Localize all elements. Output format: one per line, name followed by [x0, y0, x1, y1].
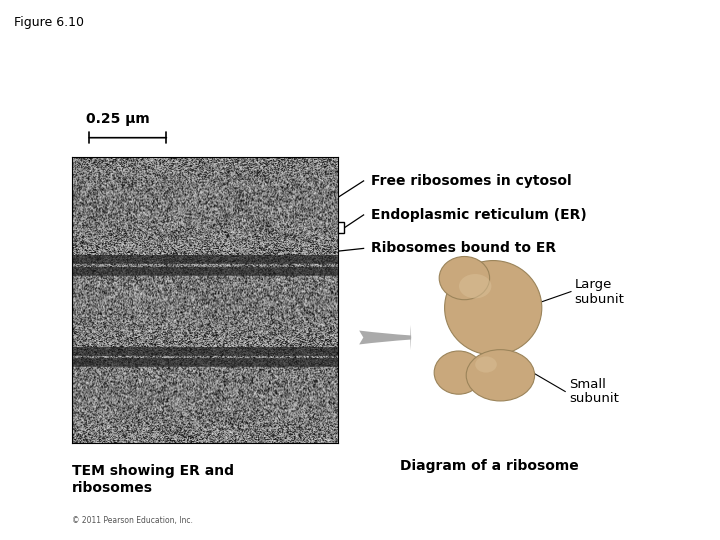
Text: Endoplasmic reticulum (ER): Endoplasmic reticulum (ER)	[371, 208, 587, 222]
Text: Diagram of a ribosome: Diagram of a ribosome	[400, 459, 578, 473]
Text: Figure 6.10: Figure 6.10	[14, 16, 84, 29]
Ellipse shape	[467, 350, 534, 401]
Text: TEM showing ER and
ribosomes: TEM showing ER and ribosomes	[72, 464, 234, 495]
Text: 0.25 μm: 0.25 μm	[86, 112, 150, 126]
Ellipse shape	[445, 261, 542, 355]
Ellipse shape	[459, 274, 492, 298]
Ellipse shape	[475, 356, 497, 373]
Ellipse shape	[439, 256, 490, 300]
Text: Free ribosomes in cytosol: Free ribosomes in cytosol	[371, 174, 572, 188]
Ellipse shape	[434, 351, 483, 394]
Text: © 2011 Pearson Education, Inc.: © 2011 Pearson Education, Inc.	[72, 516, 193, 525]
Text: Ribosomes bound to ER: Ribosomes bound to ER	[371, 241, 556, 255]
Text: Large
subunit: Large subunit	[575, 278, 624, 306]
Text: Small
subunit: Small subunit	[569, 377, 618, 406]
Bar	[333, 222, 344, 233]
